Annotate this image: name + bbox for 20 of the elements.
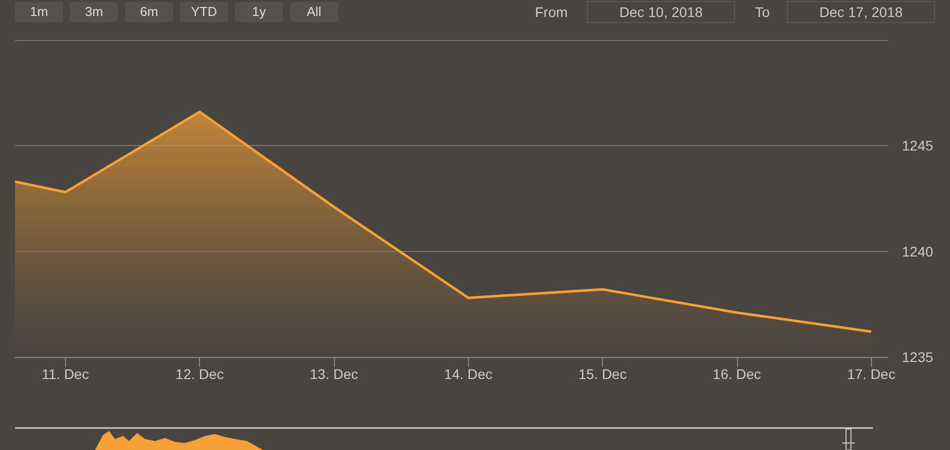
x-tick-label: 15. Dec [578,366,627,382]
x-tick-label: 17. Dec [847,366,896,382]
text: From [535,3,568,22]
text: Dec 10, 2018 [587,1,735,23]
text: 1m [15,2,63,22]
text: To [755,3,770,22]
y-tick-label: 1235 [902,349,934,365]
x-tick-label: 12. Dec [176,366,224,382]
text: 1y [235,2,283,22]
text: Dec 17, 2018 [787,1,935,23]
text: 6m [125,2,173,22]
y-tick-label: 1245 [902,138,934,154]
x-tick-label: 14. Dec [444,366,492,382]
text: All [290,2,338,22]
text: 3m [70,2,118,22]
y-tick-label: 1240 [902,243,934,260]
x-tick-label: 13. Dec [310,366,358,382]
x-tick-label: 16. Dec [712,366,762,382]
x-tick-label: 11. Dec [42,366,89,382]
text: YTD [180,2,228,22]
